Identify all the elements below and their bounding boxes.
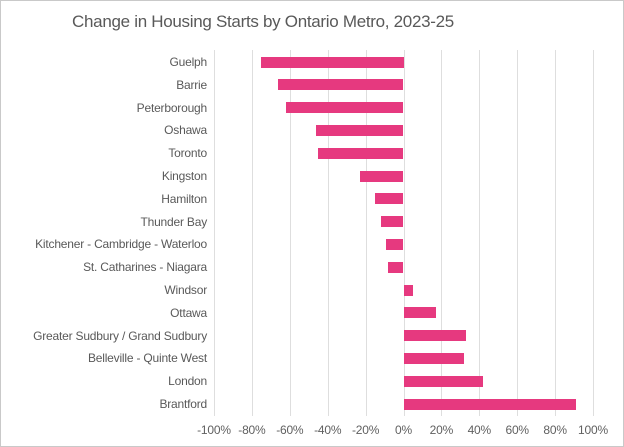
bar-ottawa bbox=[403, 307, 436, 319]
bar-hamilton bbox=[375, 193, 404, 205]
x-tick-label--20: -20% bbox=[351, 423, 380, 437]
gridline--80 bbox=[251, 50, 253, 416]
gridline-20 bbox=[441, 50, 443, 416]
category-label-kitchener-cambridge-waterloo: Kitchener - Cambridge - Waterloo bbox=[35, 237, 207, 252]
category-label-london: London bbox=[168, 374, 207, 389]
x-tick-label--60: -60% bbox=[276, 423, 304, 437]
gridline--60 bbox=[289, 50, 291, 416]
category-label-greater-sudbury-grand-sudbury: Greater Sudbury / Grand Sudbury bbox=[33, 328, 207, 343]
category-label-kingston: Kingston bbox=[161, 169, 207, 183]
gridline--40 bbox=[327, 50, 329, 416]
category-label-guelph: Guelph bbox=[169, 55, 208, 69]
bar-brantford bbox=[403, 398, 576, 410]
category-label-oshawa: Oshawa bbox=[164, 123, 207, 138]
category-label-barrie: Barrie bbox=[176, 77, 207, 92]
gridline-40 bbox=[479, 50, 481, 416]
x-tick-label-20: 20% bbox=[429, 423, 454, 437]
x-tick-label-100: 100% bbox=[578, 423, 608, 437]
category-label-thunder-bay: Thunder Bay bbox=[140, 214, 207, 229]
x-tick-label--80: -80% bbox=[238, 423, 266, 437]
category-label-st-catharines-niagara: St. Catharines - Niagara bbox=[83, 260, 207, 275]
gridline-100 bbox=[593, 50, 594, 416]
category-label-ottawa: Ottawa bbox=[170, 305, 207, 320]
x-tick-label-40: 40% bbox=[467, 423, 492, 437]
bar-london bbox=[403, 375, 484, 387]
chart-title: Change in Housing Starts by Ontario Metr… bbox=[72, 12, 454, 31]
bar-kingston bbox=[359, 170, 404, 182]
bar-st-catharines-niagara bbox=[388, 261, 404, 273]
plot-area bbox=[214, 50, 594, 416]
x-tick-label-0: 0% bbox=[395, 423, 412, 437]
bar-oshawa bbox=[316, 124, 404, 136]
bar-belleville-quinte-west bbox=[403, 352, 465, 364]
category-axis: Guelph Barrie Peterborough Oshawa Toronto Kin… bbox=[1, 1, 208, 446]
bar-windsor bbox=[403, 284, 413, 296]
bar-greater-sudbury-grand-sudbury bbox=[403, 330, 467, 342]
gridline-0 bbox=[403, 50, 405, 416]
bar-guelph bbox=[261, 56, 404, 68]
bar-peterborough bbox=[286, 102, 404, 114]
category-label-belleville-quinte-west: Belleville - Quinte West bbox=[87, 351, 207, 366]
gridline--100 bbox=[214, 50, 215, 416]
category-label-hamilton: Hamilton bbox=[161, 191, 207, 206]
bar-toronto bbox=[318, 147, 404, 159]
gridline--20 bbox=[365, 50, 367, 416]
x-tick-label--100: -100% bbox=[197, 423, 231, 437]
bar-barrie bbox=[278, 79, 404, 91]
gridline-80 bbox=[555, 50, 557, 416]
category-label-peterborough: Peterborough bbox=[136, 100, 208, 115]
category-label-brantford: Brantford bbox=[159, 397, 207, 411]
x-tick-label-60: 60% bbox=[505, 423, 529, 437]
category-label-toronto: Toronto bbox=[168, 146, 207, 161]
gridline-60 bbox=[517, 50, 519, 416]
x-tick-label--40: -40% bbox=[314, 423, 342, 437]
bar-kitchener-cambridge-waterloo bbox=[386, 238, 404, 250]
x-tick-label-80: 80% bbox=[543, 423, 567, 437]
category-label-windsor: Windsor bbox=[164, 283, 207, 297]
bar-thunder-bay bbox=[380, 216, 404, 228]
